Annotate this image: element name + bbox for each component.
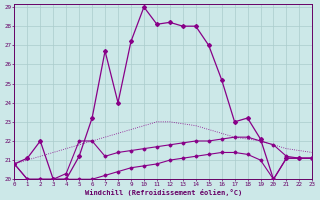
X-axis label: Windchill (Refroidissement éolien,°C): Windchill (Refroidissement éolien,°C) xyxy=(85,189,242,196)
